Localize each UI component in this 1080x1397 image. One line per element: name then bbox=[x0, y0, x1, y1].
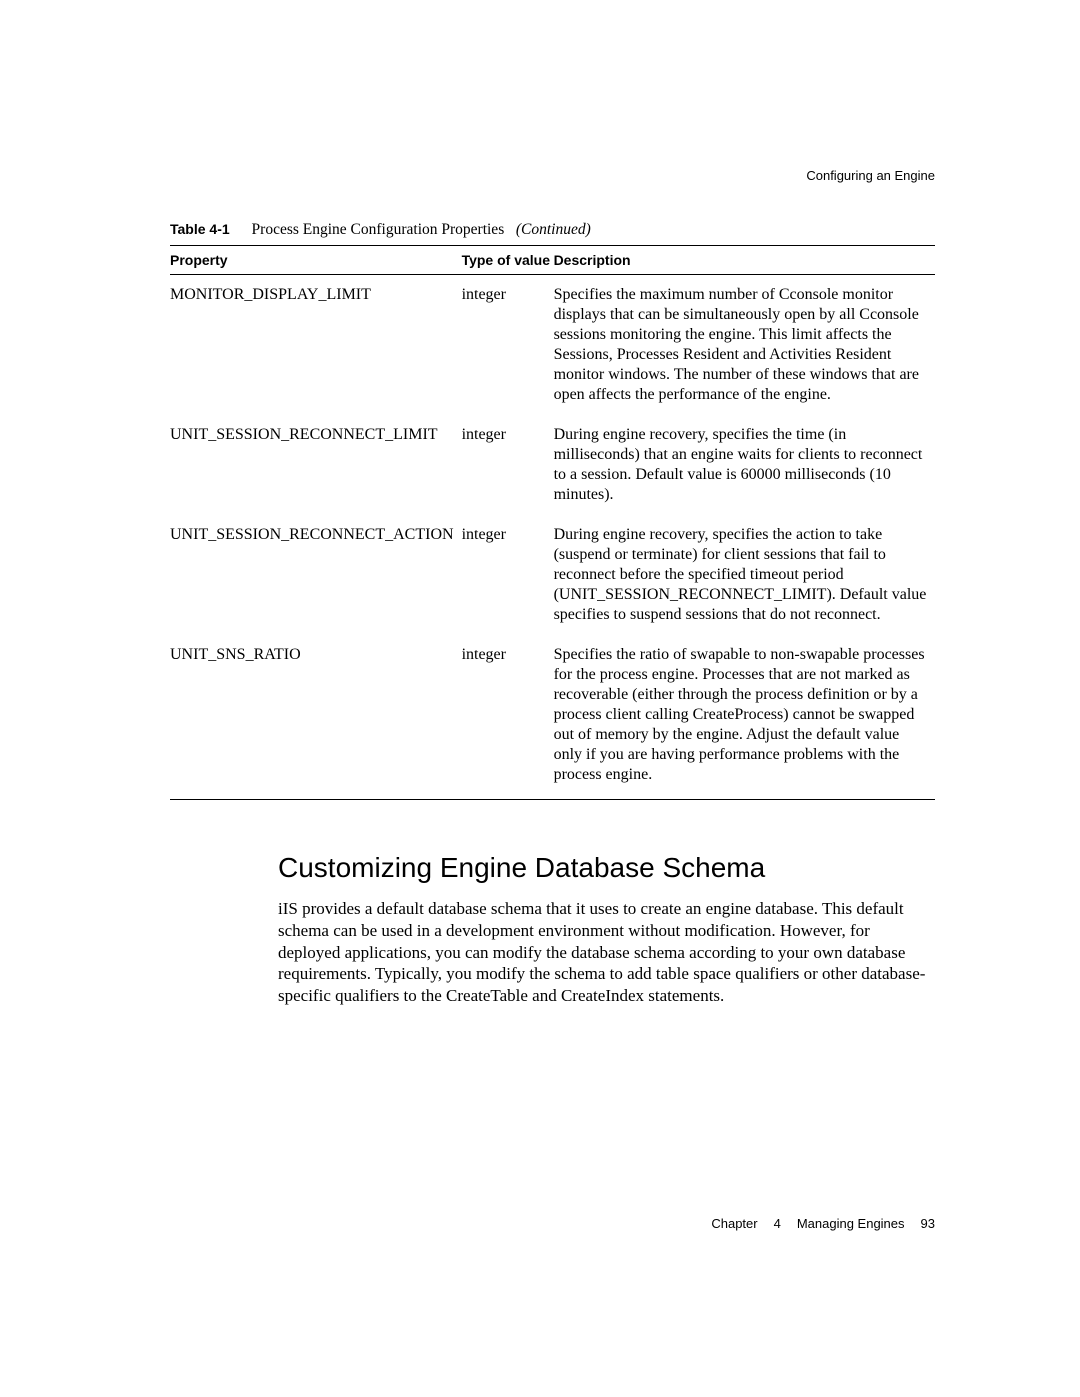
cell-type: integer bbox=[462, 635, 554, 800]
cell-property: UNIT_SESSION_RECONNECT_ACTION bbox=[170, 515, 462, 635]
cell-type: integer bbox=[462, 515, 554, 635]
cell-type: integer bbox=[462, 415, 554, 515]
table-caption: Table 4-1 Process Engine Configuration P… bbox=[170, 221, 935, 239]
col-header-property: Property bbox=[170, 246, 462, 275]
page-container: Configuring an Engine Table 4-1 Process … bbox=[0, 0, 1080, 1007]
col-header-description: Description bbox=[554, 246, 935, 275]
table-continued: (Continued) bbox=[508, 221, 591, 238]
cell-property: UNIT_SESSION_RECONNECT_LIMIT bbox=[170, 415, 462, 515]
table-title: Process Engine Configuration Properties bbox=[252, 221, 505, 238]
body-paragraph: iIS provides a default database schema t… bbox=[278, 898, 934, 1007]
cell-type: integer bbox=[462, 275, 554, 416]
properties-table: Property Type of value Description MONIT… bbox=[170, 245, 935, 800]
page-footer: Chapter 4 Managing Engines 93 bbox=[711, 1216, 935, 1231]
footer-chapter-number: 4 bbox=[774, 1216, 781, 1231]
footer-page-number: 93 bbox=[921, 1216, 935, 1231]
footer-chapter-title: Managing Engines bbox=[797, 1216, 905, 1231]
table-row: UNIT_SNS_RATIO integer Specifies the rat… bbox=[170, 635, 935, 800]
cell-property: UNIT_SNS_RATIO bbox=[170, 635, 462, 800]
footer-chapter-label: Chapter bbox=[711, 1216, 757, 1231]
table-header-row: Property Type of value Description bbox=[170, 246, 935, 275]
cell-description: Specifies the maximum number of Cconsole… bbox=[554, 275, 935, 416]
cell-description: Specifies the ratio of swapable to non-s… bbox=[554, 635, 935, 800]
table-row: UNIT_SESSION_RECONNECT_ACTION integer Du… bbox=[170, 515, 935, 635]
table-label: Table 4-1 bbox=[170, 221, 230, 237]
cell-property: MONITOR_DISPLAY_LIMIT bbox=[170, 275, 462, 416]
cell-description: During engine recovery, specifies the ac… bbox=[554, 515, 935, 635]
section-heading: Customizing Engine Database Schema bbox=[278, 852, 935, 884]
header-text: Configuring an Engine bbox=[806, 168, 935, 183]
cell-description: During engine recovery, specifies the ti… bbox=[554, 415, 935, 515]
running-header: Configuring an Engine bbox=[806, 168, 935, 183]
table-row: UNIT_SESSION_RECONNECT_LIMIT integer Dur… bbox=[170, 415, 935, 515]
col-header-type: Type of value bbox=[462, 246, 554, 275]
table-row: MONITOR_DISPLAY_LIMIT integer Specifies … bbox=[170, 275, 935, 416]
